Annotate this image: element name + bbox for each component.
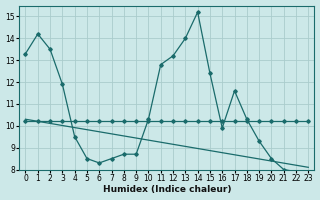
X-axis label: Humidex (Indice chaleur): Humidex (Indice chaleur) [103,185,231,194]
